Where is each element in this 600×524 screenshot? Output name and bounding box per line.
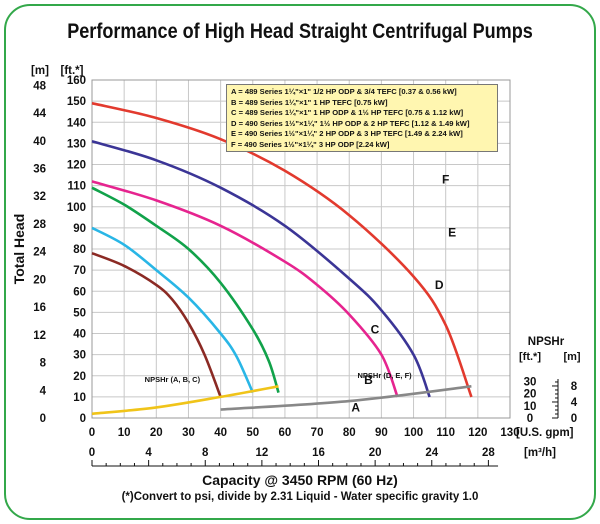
y-tick-label-ft: 120 [67, 160, 86, 172]
curve-c [91, 186, 280, 393]
npshr-tick-label-m: 4 [571, 397, 578, 409]
curve-label-a: A [351, 401, 360, 415]
x-tick-label-m3h: 8 [202, 447, 209, 459]
x-tick-label-gpm: 100 [404, 427, 423, 439]
x-tick-label-m3h: 0 [89, 447, 95, 459]
legend-item-b: B = 489 Series 1¼"×1" 1 HP TEFC [0.75 kW… [231, 97, 388, 107]
y-tick-label-m: 28 [33, 219, 46, 231]
npshr-axis-title: NPSHr [528, 336, 565, 348]
legend-item-e: E = 490 Series 1½"×1¼" 2 HP ODP & 3 HP T… [231, 129, 463, 139]
npshr-tick-label-m: 0 [571, 413, 577, 425]
x-tick-label-gpm: 90 [375, 427, 388, 439]
curve-b [91, 226, 254, 394]
y-tick-label-ft: 20 [73, 371, 86, 383]
npshr-tick-label-ft: 30 [524, 376, 537, 388]
x-tick-label-gpm: 50 [246, 427, 259, 439]
x-tick-label-gpm: 120 [468, 427, 487, 439]
curve-d [91, 180, 399, 398]
x-tick-label-gpm: 0 [89, 427, 95, 439]
y-tick-label-m: 44 [33, 108, 46, 120]
curve-label-d: D [435, 278, 444, 292]
curve-label-f: F [442, 173, 449, 187]
y-tick-label-m: 48 [33, 80, 46, 92]
legend: A = 489 Series 1¼"×1" 1/2 HP ODP & 3/4 T… [226, 84, 498, 152]
x-tick-label-m3h: 12 [255, 447, 268, 459]
y-tick-label-m: 36 [33, 163, 46, 175]
y-unit-ft: [ft.*] [61, 65, 84, 77]
plot-border [91, 79, 511, 419]
legend-item-c: C = 489 Series 1¼"×1" 1 HP ODP & 1½ HP T… [231, 108, 464, 118]
y-tick-label-ft: 10 [73, 392, 86, 404]
curve-f [91, 101, 473, 398]
y-tick-label-ft: 140 [67, 117, 86, 129]
x-tick-label-gpm: 60 [279, 427, 292, 439]
curve-label-c: C [371, 323, 380, 337]
x-tick-label-gpm: 40 [214, 427, 227, 439]
footnote: (*)Convert to psi, divide by 2.31 Liquid… [121, 491, 479, 503]
y-tick-label-ft: 100 [67, 202, 86, 214]
curve-label-b: B [364, 373, 373, 387]
y-tick-label-m: 32 [33, 191, 46, 203]
y-tick-label-ft: 40 [73, 329, 86, 341]
x-unit-gpm: [U.S. gpm] [516, 427, 574, 439]
y-tick-label-m: 12 [33, 330, 46, 342]
x-tick-label-m3h: 16 [312, 447, 325, 459]
curve-e [91, 140, 431, 398]
y-tick-label-ft: 80 [73, 244, 86, 256]
legend-item-f: F = 490 Series 1½"×1¼" 3 HP ODP [2.24 kW… [231, 139, 390, 149]
x-tick-label-m3h: 24 [425, 447, 438, 459]
npshr-unit-m: [m] [563, 351, 580, 363]
npshr-tick-label-m: 8 [571, 381, 578, 393]
y-unit-m: [m] [31, 65, 49, 77]
x-tick-label-m3h: 20 [369, 447, 382, 459]
npshr-tick-label-ft: 10 [524, 401, 537, 413]
x-tick-label-gpm: 30 [182, 427, 195, 439]
npshr-label-def: NPSHr (D, E, F) [358, 371, 413, 380]
y-tick-label-ft: 130 [67, 138, 86, 150]
x-tick-label-gpm: 130 [500, 427, 519, 439]
y-tick-label-m: 40 [33, 136, 46, 148]
y-tick-label-ft: 30 [73, 350, 86, 362]
y-tick-label-ft: 150 [67, 96, 86, 108]
legend-item-d: D = 490 Series 1½"×1¼" 1½ HP ODP & 2 HP … [231, 118, 470, 128]
x-tick-label-gpm: 110 [436, 427, 455, 439]
y-tick-label-ft: 110 [67, 181, 86, 193]
y-axis-title: Total Head [11, 214, 27, 285]
y-tick-label-m: 8 [40, 358, 47, 370]
npshr-label-abc: NPSHr (A, B, C) [145, 375, 201, 384]
npshr-unit-ft: [ft.*] [519, 351, 541, 363]
x-tick-label-m3h: 28 [482, 447, 495, 459]
npshr-tick-label-ft: 0 [527, 413, 533, 425]
y-tick-label-m: 0 [40, 413, 46, 425]
chart-title: Performance of High Head Straight Centri… [67, 20, 533, 43]
y-tick-label-ft: 70 [73, 265, 86, 277]
y-tick-label-m: 24 [33, 247, 46, 259]
x-tick-label-m3h: 4 [145, 447, 152, 459]
y-tick-label-ft: 50 [73, 307, 86, 319]
y-tick-label-ft: 160 [67, 75, 86, 87]
legend-item-a: A = 489 Series 1¼"×1" 1/2 HP ODP & 3/4 T… [231, 87, 457, 96]
x-tick-label-gpm: 10 [118, 427, 131, 439]
y-tick-label-ft: 90 [73, 223, 86, 235]
y-tick-label-m: 20 [33, 274, 46, 286]
curve-a [91, 251, 222, 398]
npshr-curve-abc [91, 385, 279, 416]
y-tick-label-ft: 60 [73, 286, 86, 298]
y-tick-label-m: 16 [33, 302, 46, 314]
x-unit-m3h: [m³/h] [524, 447, 556, 459]
x-tick-label-gpm: 70 [311, 427, 324, 439]
y-tick-label-ft: 0 [80, 413, 86, 425]
curve-label-e: E [448, 225, 456, 239]
x-tick-label-gpm: 80 [343, 427, 356, 439]
npshr-curve-def [220, 385, 472, 411]
x-tick-label-gpm: 20 [150, 427, 163, 439]
y-tick-label-m: 4 [40, 385, 47, 397]
npshr-tick-label-ft: 20 [524, 389, 537, 401]
x-axis-title: Capacity @ 3450 RPM (60 Hz) [202, 472, 398, 488]
